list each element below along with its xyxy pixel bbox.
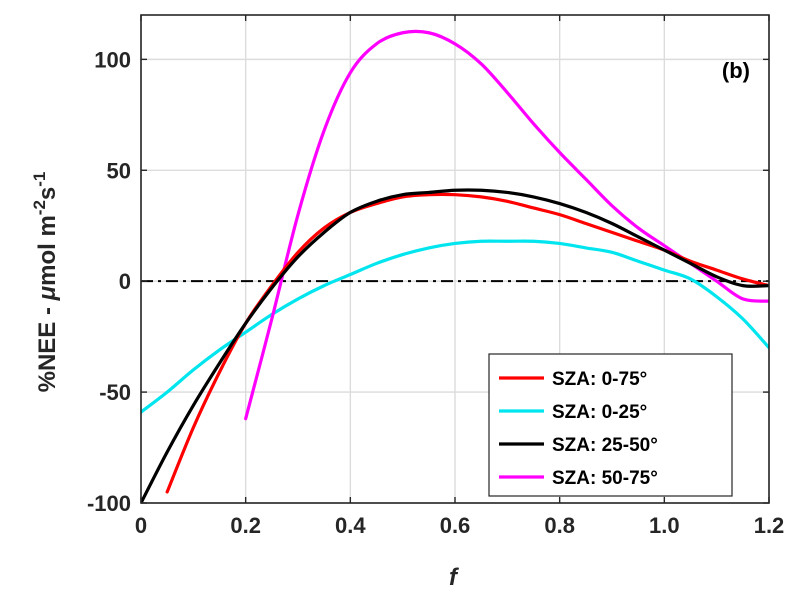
x-tick-label: 0.6 — [440, 513, 471, 538]
legend-label: SZA: 50-75° — [552, 468, 658, 489]
y-tick-label: 50 — [107, 158, 131, 183]
axis-ticks: 0 0.2 0.4 0.6 0.8 1.0 1.2 -100 -50 0 50 100 — [87, 15, 784, 538]
legend-label: SZA: 0-25° — [552, 402, 647, 423]
legend: SZA: 0-75° SZA: 0-25° SZA: 25-50° SZA: 50-7… — [488, 353, 733, 497]
y-label-mu: μ — [34, 285, 61, 301]
x-tick-label: 0.2 — [230, 513, 261, 538]
y-label-unit: mol m — [34, 215, 61, 286]
legend-label: SZA: 0-75° — [552, 369, 647, 390]
y-label-sup-s: -1 — [30, 172, 49, 187]
x-tick-label: 0 — [135, 513, 147, 538]
x-tick-label: 0.4 — [335, 513, 366, 538]
y-label-prefix: %NEE - — [34, 300, 61, 392]
y-tick-label: -50 — [99, 380, 131, 405]
x-tick-label: 1.0 — [649, 513, 680, 538]
x-axis-label: f — [449, 564, 459, 591]
y-label-s: s — [34, 187, 61, 200]
legend-items: SZA: 0-75° SZA: 0-25° SZA: 25-50° SZA: 50-7… — [499, 369, 658, 489]
y-label-sup-m: -2 — [30, 200, 49, 215]
plot-series — [141, 29, 769, 503]
y-tick-label: 0 — [119, 269, 131, 294]
series-line-sza-25-50 — [141, 188, 769, 503]
y-tick-label: 100 — [94, 47, 131, 72]
legend-label: SZA: 25-50° — [552, 435, 658, 456]
y-axis-label: %NEE - μmol m-2s-1 — [30, 172, 61, 393]
panel-label: (b) — [722, 58, 750, 83]
x-tick-label: 1.2 — [754, 513, 785, 538]
x-tick-label: 0.8 — [544, 513, 575, 538]
svg-text:%NEE - μmol m-2s-1: %NEE - μmol m-2s-1 — [30, 172, 61, 393]
y-tick-label: -100 — [87, 491, 131, 516]
series-line-sza-0-25 — [141, 239, 769, 414]
